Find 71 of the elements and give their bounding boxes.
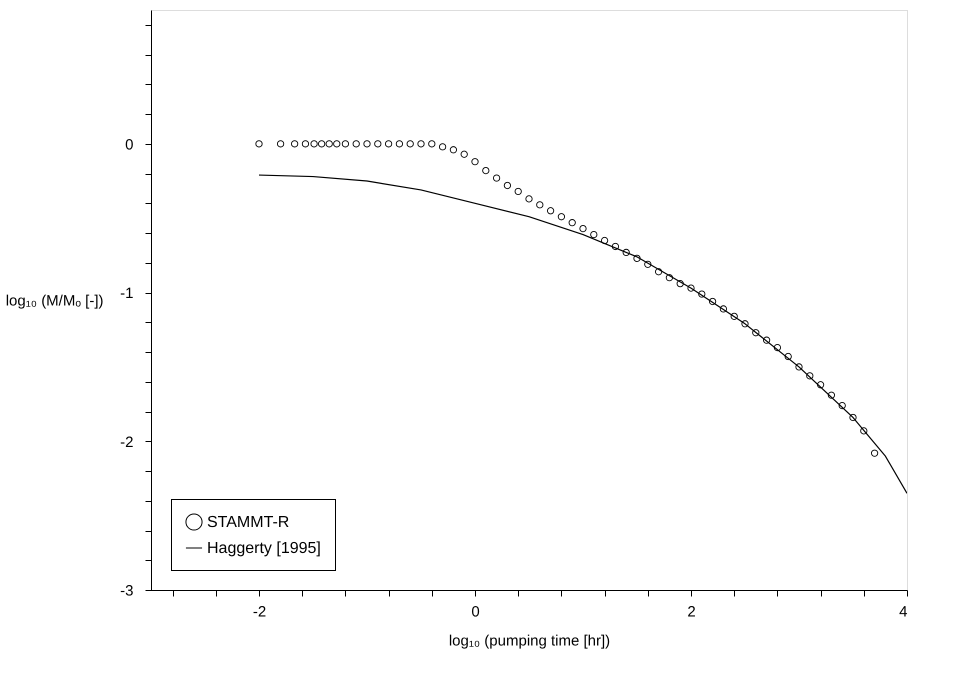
point — [752, 329, 760, 336]
point — [687, 284, 695, 292]
point — [417, 140, 425, 148]
point — [352, 140, 360, 148]
point — [720, 305, 728, 313]
point — [504, 182, 512, 190]
point — [428, 140, 436, 148]
point — [396, 140, 404, 148]
point — [730, 312, 738, 320]
point — [546, 207, 554, 214]
point — [870, 450, 878, 457]
y-tick-label: 0 — [125, 136, 134, 154]
point — [536, 201, 544, 208]
point — [654, 268, 662, 276]
point — [302, 140, 310, 148]
point — [579, 225, 587, 232]
point — [471, 158, 479, 166]
y-tick-label: -3 — [120, 582, 134, 600]
y-tick-label: -1 — [120, 285, 134, 302]
point — [644, 260, 652, 268]
point — [460, 150, 468, 158]
point — [762, 336, 770, 344]
point — [612, 242, 620, 250]
point — [622, 248, 630, 256]
point — [849, 414, 857, 422]
point — [568, 219, 576, 226]
point — [633, 254, 641, 262]
point — [698, 290, 706, 298]
point — [318, 140, 326, 148]
point — [255, 140, 263, 148]
y-tick-label: -2 — [120, 434, 134, 451]
point — [600, 236, 608, 244]
point — [816, 381, 824, 388]
point — [492, 174, 500, 182]
point — [291, 140, 298, 148]
point — [406, 140, 414, 148]
point — [860, 427, 868, 434]
legend-label: Haggerty [1995] — [207, 540, 321, 557]
x-axis-title: log₁₀ (pumping time [hr]) — [448, 632, 610, 650]
y-axis-title: log₁₀ (M/Mₒ [-]) — [6, 292, 104, 310]
legend-label: STAMMT-R — [207, 514, 290, 531]
point — [828, 392, 836, 399]
point — [482, 167, 490, 174]
point — [838, 402, 846, 410]
point — [741, 320, 749, 328]
point — [310, 140, 318, 148]
point — [326, 140, 333, 148]
point — [676, 280, 684, 288]
x-tick-label: 0 — [471, 604, 480, 620]
point — [708, 298, 716, 306]
point — [514, 188, 522, 196]
point — [438, 143, 446, 150]
x-tick-label: -2 — [252, 604, 266, 620]
point — [374, 140, 382, 148]
point — [774, 344, 782, 352]
line-series — [258, 174, 907, 494]
point — [558, 213, 566, 220]
point — [342, 140, 350, 148]
point — [333, 140, 340, 148]
point — [806, 372, 814, 380]
point — [450, 146, 458, 154]
x-tick-label: 4 — [899, 604, 908, 620]
point — [795, 363, 803, 371]
point — [525, 195, 533, 202]
point — [784, 352, 792, 360]
x-tick-label: 2 — [687, 604, 696, 620]
point — [363, 140, 371, 148]
point — [384, 140, 392, 148]
point — [276, 140, 284, 148]
point — [590, 230, 598, 238]
point — [666, 274, 674, 282]
